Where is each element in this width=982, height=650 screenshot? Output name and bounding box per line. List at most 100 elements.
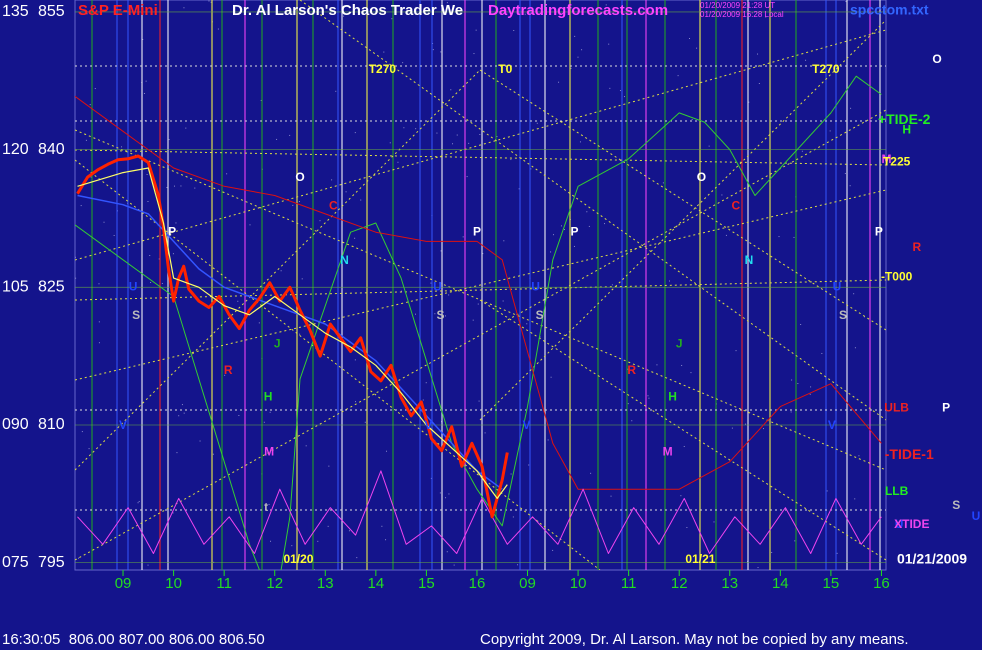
star — [631, 420, 633, 422]
star — [588, 225, 590, 227]
star — [850, 107, 852, 109]
star — [579, 141, 581, 143]
annotation: U — [833, 279, 842, 293]
star — [166, 187, 168, 189]
annotation: 01/20 — [283, 552, 313, 566]
star — [249, 224, 251, 226]
star — [212, 453, 214, 455]
y2-tick-label: 135 — [2, 3, 29, 20]
star — [434, 288, 436, 290]
star — [656, 364, 658, 366]
star — [794, 540, 796, 542]
x-tick-label: 13 — [721, 575, 738, 592]
star — [826, 490, 828, 492]
y2-tick-label: 090 — [2, 416, 29, 433]
star — [327, 525, 329, 527]
star — [539, 336, 541, 338]
star — [330, 12, 332, 14]
star — [328, 465, 330, 467]
star — [331, 179, 333, 181]
star — [558, 81, 560, 83]
file-name: spcctom.txt — [850, 2, 929, 18]
star — [403, 127, 405, 129]
star — [757, 53, 759, 55]
star — [439, 492, 441, 494]
star — [550, 251, 552, 253]
star — [175, 222, 177, 224]
star — [854, 498, 856, 500]
star — [503, 240, 505, 242]
star — [103, 221, 105, 223]
annotation: H — [264, 390, 273, 404]
star — [269, 411, 271, 413]
star — [335, 90, 337, 92]
star — [389, 142, 391, 144]
star — [270, 540, 272, 542]
star — [305, 445, 307, 447]
star — [448, 294, 450, 296]
star — [810, 386, 812, 388]
star — [680, 495, 682, 497]
star — [434, 313, 436, 315]
star — [183, 412, 185, 414]
star — [168, 139, 170, 141]
star — [88, 448, 90, 450]
star — [791, 379, 793, 381]
star — [473, 53, 475, 55]
star — [348, 530, 350, 532]
star — [836, 552, 838, 554]
annotation: P — [473, 224, 481, 238]
star — [183, 7, 185, 9]
star — [482, 253, 484, 255]
star — [475, 29, 477, 31]
y2-tick-label: 105 — [2, 279, 29, 296]
star — [731, 427, 733, 429]
star — [844, 173, 846, 175]
star — [801, 150, 803, 152]
star — [721, 194, 723, 196]
annotation: U — [129, 279, 138, 293]
star — [696, 47, 698, 49]
star — [627, 403, 629, 405]
diagonal-line — [75, 129, 886, 471]
star — [845, 1, 847, 3]
annotation: S — [839, 308, 847, 322]
series-line — [76, 154, 509, 519]
star — [510, 159, 512, 161]
annotation: V — [424, 418, 432, 432]
annotation: ULB — [884, 401, 909, 415]
star — [821, 352, 823, 354]
star — [690, 372, 692, 374]
annotation: 01/21 — [685, 552, 715, 566]
star — [713, 521, 715, 523]
annotation: t — [264, 500, 268, 514]
star — [528, 464, 530, 466]
star — [385, 450, 387, 452]
star — [237, 300, 239, 302]
star — [748, 101, 750, 103]
star — [89, 104, 91, 106]
annotation: V — [119, 418, 127, 432]
y2-tick-label: 120 — [2, 141, 29, 158]
star — [526, 323, 528, 325]
annotation: U — [433, 279, 442, 293]
x-tick-label: 15 — [823, 575, 840, 592]
star — [683, 445, 685, 447]
annotation: +TIDE-2 — [878, 111, 931, 127]
star — [765, 16, 767, 18]
star — [299, 333, 301, 335]
star — [829, 130, 831, 132]
star — [78, 557, 80, 559]
star — [292, 204, 294, 206]
star — [513, 29, 515, 31]
star — [317, 540, 319, 542]
star — [137, 502, 139, 504]
series-line — [77, 167, 508, 499]
star — [524, 13, 526, 15]
annotation: U — [531, 279, 540, 293]
star — [466, 176, 468, 178]
diagonal-line — [75, 149, 886, 166]
star — [551, 267, 553, 269]
star — [75, 277, 77, 279]
